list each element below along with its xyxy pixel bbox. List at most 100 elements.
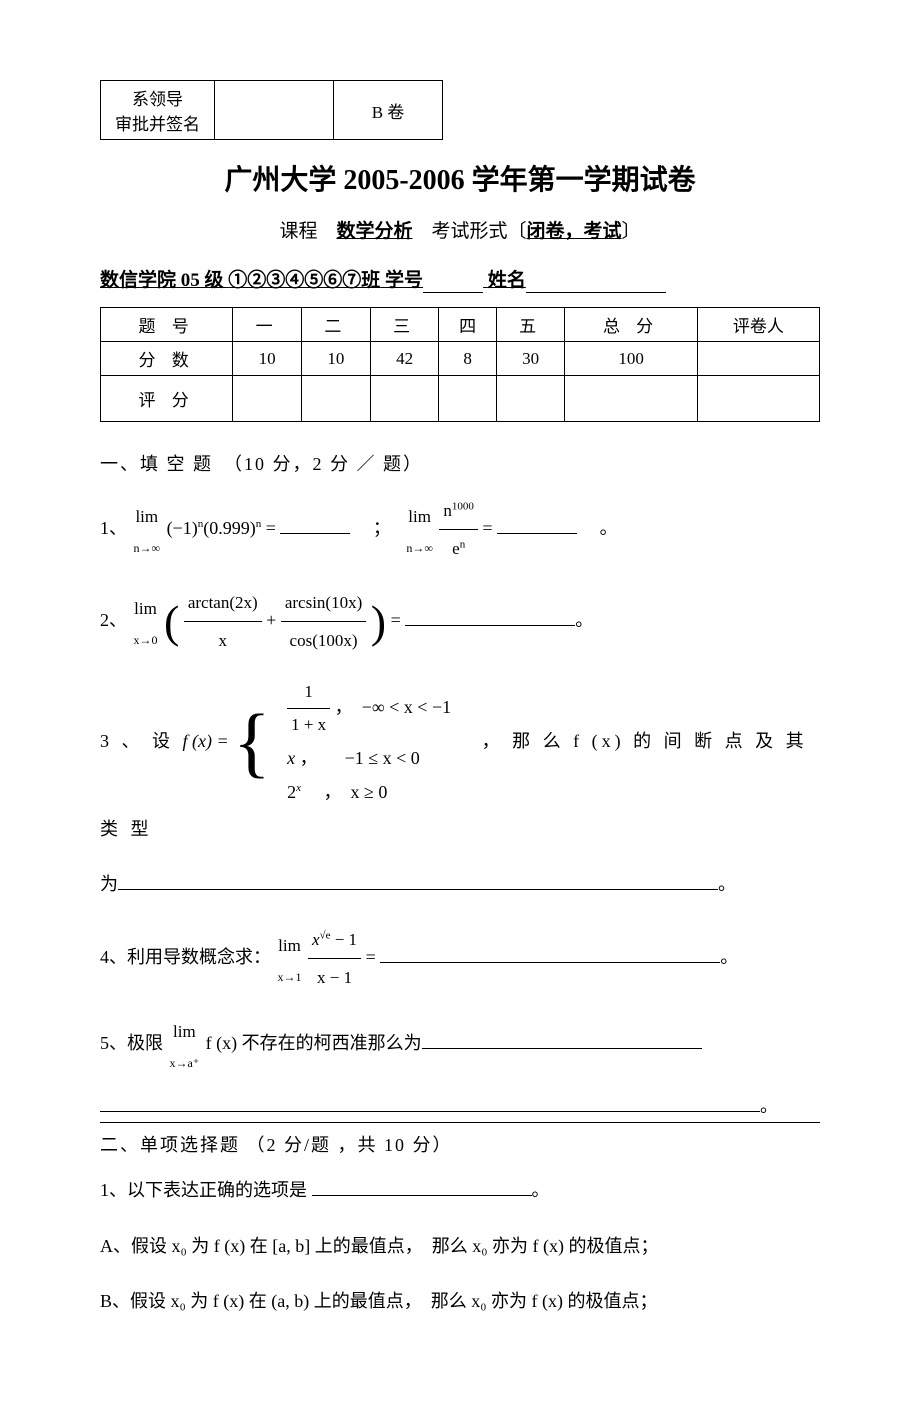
question-3: 3 、 设 f (x) = { 11 + x ， −∞ < x < −1 x ，… <box>100 676 820 850</box>
course-mid: 考试形式〔 <box>412 221 526 242</box>
s2: 42 <box>370 342 439 376</box>
question-4: 4、利用导数概念求： limx→1 x√e − 1 x − 1 = 。 <box>100 921 820 997</box>
frac-num: x√e − 1 <box>308 921 361 959</box>
q1-e1b-sup: n <box>256 518 262 530</box>
e5 <box>565 376 697 422</box>
course-name: 数学分析 <box>336 221 412 242</box>
section1-head: 一、填 空 题 （10 分，2 分 ／ 题） <box>100 450 820 476</box>
limit-icon: limx→0 <box>134 590 158 654</box>
q4-eq: = <box>366 947 381 967</box>
q3-blank <box>118 871 718 890</box>
question-5: 5、极限 limx→a⁺ f (x) 不存在的柯西准那么为 <box>100 1013 820 1077</box>
course-suffix: 〕 <box>622 221 641 242</box>
q1-period: 。 <box>582 518 618 538</box>
pw1-cond: ， −∞ < x < −1 <box>335 696 451 716</box>
q5-period: 。 <box>760 1096 778 1116</box>
table-row: 题 号 一 二 三 四 五 总 分 评卷人 <box>101 308 820 342</box>
pw3-lhs: 2 <box>287 782 296 802</box>
question-5-line2: 。 <box>100 1092 820 1118</box>
approval-line1: 系领导 <box>132 90 183 109</box>
grade: 05 级 <box>181 270 224 291</box>
pw2-lhs: x <box>287 748 295 768</box>
e3 <box>439 376 496 422</box>
fraction: arctan(2x)x <box>184 584 262 660</box>
question-2: 2、 limx→0 ( arctan(2x)x + arcsin(10x)cos… <box>100 584 820 660</box>
score-label: 分 数 <box>101 342 233 376</box>
q1-e1b: (0.999) <box>203 518 256 538</box>
s2q1-blank <box>312 1177 532 1196</box>
e1 <box>301 376 370 422</box>
q5-blank2 <box>100 1093 760 1112</box>
h4: 四 <box>439 308 496 342</box>
limit-icon: limx→1 <box>278 927 302 991</box>
dept: 数信学院 <box>100 270 176 291</box>
approval-cell-3: B 卷 <box>334 81 443 140</box>
q1-blank1 <box>280 515 350 534</box>
table-row: 评 分 <box>101 376 820 422</box>
s0: 10 <box>233 342 302 376</box>
option-a: A、假设 x₀ 为 f (x) 在 [a, b] 上的最值点， 那么 x₀ 亦为… <box>100 1227 820 1267</box>
q2-blank <box>405 607 575 626</box>
q4-blank <box>380 944 720 963</box>
name-label: 姓名 <box>488 270 526 291</box>
student-info-line: 数信学院 05 级 ①②③④⑤⑥⑦班 学号 姓名 <box>100 265 820 293</box>
name-blank <box>526 265 666 293</box>
s1: 10 <box>301 342 370 376</box>
q1-label: 1、 <box>100 518 127 538</box>
eval-label: 评 分 <box>101 376 233 422</box>
h0: 题 号 <box>101 308 233 342</box>
approval-line2: 审批并签名 <box>115 115 200 134</box>
question-3-line2: 为。 <box>100 865 820 905</box>
q5-blank <box>422 1030 702 1049</box>
h5: 五 <box>496 308 565 342</box>
s2-question-1: 1、以下表达正确的选项是 。 <box>100 1171 820 1211</box>
s4: 30 <box>496 342 565 376</box>
q2-label: 2、 <box>100 610 127 630</box>
id-label: 学号 <box>385 270 423 291</box>
pw-row1: 11 + x ， −∞ < x < −1 <box>287 676 451 742</box>
h6: 总 分 <box>565 308 697 342</box>
e0 <box>233 376 302 422</box>
section-divider <box>100 1122 820 1123</box>
s6 <box>697 342 819 376</box>
s3: 8 <box>439 342 496 376</box>
s2q1-label: 1、以下表达正确的选项是 <box>100 1180 312 1200</box>
h2: 二 <box>301 308 370 342</box>
frac-den: en <box>439 530 478 567</box>
fraction: x√e − 1 x − 1 <box>308 921 361 997</box>
q4-label: 4、利用导数概念求： <box>100 947 271 967</box>
h1: 一 <box>233 308 302 342</box>
frac-den: x − 1 <box>308 959 361 996</box>
fraction: n1000 en <box>439 492 478 568</box>
limit-icon: limx→a⁺ <box>170 1013 200 1077</box>
rparen-icon: ) <box>371 596 386 647</box>
exam-form: 闭卷，考试 <box>527 221 622 242</box>
limit-icon: limn→∞ <box>406 498 433 562</box>
q2-plus: + <box>266 610 281 630</box>
e6 <box>697 376 819 422</box>
frac-num: n1000 <box>439 492 478 530</box>
q5-mid: f (x) 不存在的柯西准那么为 <box>206 1033 422 1053</box>
fraction: arcsin(10x)cos(100x) <box>281 584 366 660</box>
pw3-sup: x <box>296 782 301 794</box>
question-1: 1、 limn→∞ (−1)n(0.999)n = ； limn→∞ n1000… <box>100 492 820 568</box>
fraction: 11 + x <box>287 676 330 742</box>
option-b: B、假设 x₀ 为 f (x) 在 (a, b) 上的最值点， 那么 x₀ 亦为… <box>100 1282 820 1322</box>
s5: 100 <box>565 342 697 376</box>
s2q1-period: 。 <box>532 1180 550 1200</box>
pw2-cond: ， −1 ≤ x < 0 <box>300 748 420 768</box>
id-blank <box>423 265 483 293</box>
q1-sep: ； <box>355 518 400 538</box>
approval-cell-1: 系领导 审批并签名 <box>101 81 215 140</box>
course-prefix: 课程 <box>279 221 336 242</box>
section2-head: 二、单项选择题 （2 分/题 ，共 10 分） <box>100 1131 820 1157</box>
approval-cell-2 <box>215 81 334 140</box>
table-row: 分 数 10 10 42 8 30 100 <box>101 342 820 376</box>
q3-label: 3 、 设 <box>100 731 183 751</box>
pw-row3: 2x ， x ≥ 0 <box>287 775 451 809</box>
q1-e1a: (−1) <box>167 518 198 538</box>
q3-fx: f (x) = <box>183 731 234 751</box>
e4 <box>496 376 565 422</box>
lbrace-icon: { <box>233 707 274 777</box>
score-table: 题 号 一 二 三 四 五 总 分 评卷人 分 数 10 10 42 8 30 … <box>100 307 820 422</box>
